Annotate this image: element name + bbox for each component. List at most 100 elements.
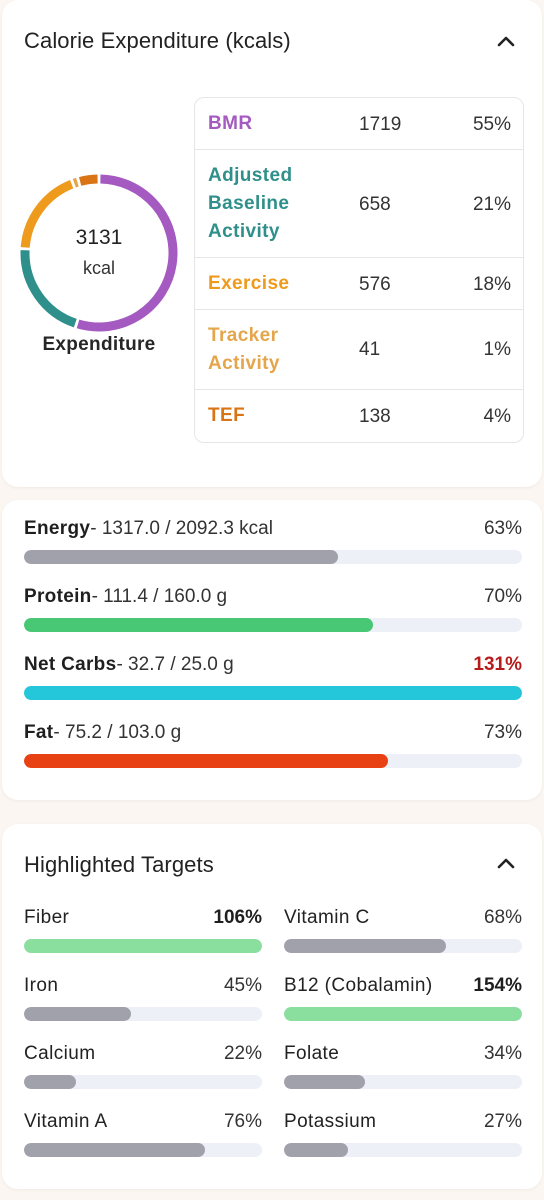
target-name: Vitamin A <box>24 1111 108 1132</box>
donut-slice-tracker-activity <box>72 177 79 188</box>
target-progress-track <box>284 1075 522 1089</box>
target-name: B12 (Cobalamin) <box>284 975 433 996</box>
macro-progress-track <box>24 618 522 632</box>
target-pct: 22% <box>223 1043 262 1064</box>
breakdown-pct: 21% <box>472 194 511 215</box>
macro-name: Fat <box>24 722 54 743</box>
target-pct: 34% <box>483 1043 522 1064</box>
breakdown-row-tef: TEF 138 4% <box>195 390 523 442</box>
chevron-up-icon[interactable] <box>494 30 518 54</box>
target-name: Fiber <box>24 907 70 928</box>
macro-row-net-carbs[interactable]: Net Carbs- 32.7 / 25.0 g 131% <box>24 654 522 702</box>
target-progress-track <box>24 1007 262 1021</box>
highlighted-targets-card: Highlighted Targets Fiber 106% Vitamin C… <box>2 824 542 1189</box>
target-progress-fill <box>24 939 262 953</box>
breakdown-pct: 4% <box>483 406 511 427</box>
macro-name: Energy <box>24 518 91 539</box>
breakdown-name: Tracker Activity <box>208 325 280 374</box>
macro-progress-fill <box>24 618 373 632</box>
target-progress-fill <box>24 1007 132 1021</box>
target-progress-track <box>284 939 522 953</box>
macro-pct: 131% <box>473 654 522 675</box>
target-progress-track <box>284 1143 522 1157</box>
macro-progress-fill <box>24 754 388 768</box>
macro-row-energy[interactable]: Energy- 1317.0 / 2092.3 kcal 63% <box>24 518 522 566</box>
macro-label: Net Carbs- 32.7 / 25.0 g <box>24 654 234 676</box>
target-progress-track <box>24 1075 262 1089</box>
target-progress-fill <box>284 939 446 953</box>
macro-name: Net Carbs <box>24 654 117 675</box>
target-folate[interactable]: Folate 34% <box>284 1043 522 1091</box>
target-progress-fill <box>24 1075 77 1089</box>
macro-progress-fill <box>24 550 338 564</box>
expenditure-breakdown-table: BMR 1719 55% Adjusted Baseline Activity … <box>194 97 524 443</box>
target-pct: 45% <box>223 975 262 996</box>
macro-name: Protein <box>24 586 92 607</box>
breakdown-name: TEF <box>208 405 246 426</box>
breakdown-name: Adjusted Baseline Activity <box>208 165 293 242</box>
target-progress-track <box>284 1007 522 1021</box>
macro-progress-track <box>24 550 522 564</box>
target-calcium[interactable]: Calcium 22% <box>24 1043 262 1091</box>
target-pct: 27% <box>483 1111 522 1132</box>
target-name: Iron <box>24 975 59 996</box>
macro-label: Fat- 75.2 / 103.0 g <box>24 722 181 744</box>
calorie-expenditure-title: Calorie Expenditure (kcals) <box>24 28 291 53</box>
target-fiber[interactable]: Fiber 106% <box>24 907 262 955</box>
target-pct: 68% <box>483 907 522 928</box>
breakdown-name: Exercise <box>208 273 290 294</box>
breakdown-value: 576 <box>359 274 391 295</box>
breakdown-value: 658 <box>359 194 391 215</box>
macro-targets-card: Energy- 1317.0 / 2092.3 kcal 63% Protein… <box>2 500 542 800</box>
breakdown-pct: 55% <box>472 114 511 135</box>
target-name: Calcium <box>24 1043 96 1064</box>
breakdown-row-bmr: BMR 1719 55% <box>195 98 523 150</box>
target-name: Vitamin C <box>284 907 370 928</box>
macro-row-protein[interactable]: Protein- 111.4 / 160.0 g 70% <box>24 586 522 634</box>
breakdown-name: BMR <box>208 113 253 134</box>
target-progress-track <box>24 1143 262 1157</box>
target-b12[interactable]: B12 (Cobalamin) 154% <box>284 975 522 1023</box>
target-iron[interactable]: Iron 45% <box>24 975 262 1023</box>
breakdown-row-tracker-activity: Tracker Activity 41 1% <box>195 310 523 390</box>
target-name: Potassium <box>284 1111 377 1132</box>
macro-row-fat[interactable]: Fat- 75.2 / 103.0 g 73% <box>24 722 522 770</box>
target-pct: 76% <box>223 1111 262 1132</box>
target-potassium[interactable]: Potassium 27% <box>284 1111 522 1159</box>
expenditure-donut-chart: 3131 kcal <box>16 170 182 336</box>
macro-amount: - 75.2 / 103.0 g <box>53 722 182 743</box>
donut-slice-tef <box>78 174 98 186</box>
target-progress-fill <box>284 1143 349 1157</box>
target-progress-fill <box>284 1075 365 1089</box>
target-progress-fill <box>24 1143 205 1157</box>
target-vitamin-a[interactable]: Vitamin A 76% <box>24 1111 262 1159</box>
breakdown-value: 138 <box>359 406 391 427</box>
macro-progress-fill <box>24 686 522 700</box>
donut-svg <box>20 174 178 332</box>
macro-amount: - 1317.0 / 2092.3 kcal <box>90 518 273 539</box>
macro-pct: 63% <box>483 518 522 539</box>
macro-progress-track <box>24 686 522 700</box>
donut-total-value: 3131 <box>75 226 123 249</box>
target-pct: 154% <box>473 975 522 996</box>
macro-pct: 70% <box>483 586 522 607</box>
donut-slice-adjusted-baseline-activity <box>20 250 77 328</box>
target-pct: 106% <box>213 907 262 928</box>
macro-pct: 73% <box>483 722 522 743</box>
donut-slice-exercise <box>20 180 74 248</box>
macro-label: Energy- 1317.0 / 2092.3 kcal <box>24 518 273 540</box>
target-progress-fill <box>284 1007 522 1021</box>
donut-slice-bmr <box>76 174 178 332</box>
macro-amount: - 111.4 / 160.0 g <box>91 586 228 607</box>
macro-progress-track <box>24 754 522 768</box>
breakdown-pct: 18% <box>472 274 511 295</box>
chevron-up-icon[interactable] <box>494 852 518 876</box>
macro-amount: - 32.7 / 25.0 g <box>116 654 234 675</box>
breakdown-row-exercise: Exercise 576 18% <box>195 258 523 310</box>
macro-label: Protein- 111.4 / 160.0 g <box>24 586 227 608</box>
target-vitamin-c[interactable]: Vitamin C 68% <box>284 907 522 955</box>
breakdown-row-adjusted-baseline: Adjusted Baseline Activity 658 21% <box>195 150 523 258</box>
calorie-expenditure-card: Calorie Expenditure (kcals) 3131 kcal Ex… <box>2 0 542 487</box>
donut-total-unit: kcal <box>82 258 115 278</box>
breakdown-value: 41 <box>359 339 381 360</box>
